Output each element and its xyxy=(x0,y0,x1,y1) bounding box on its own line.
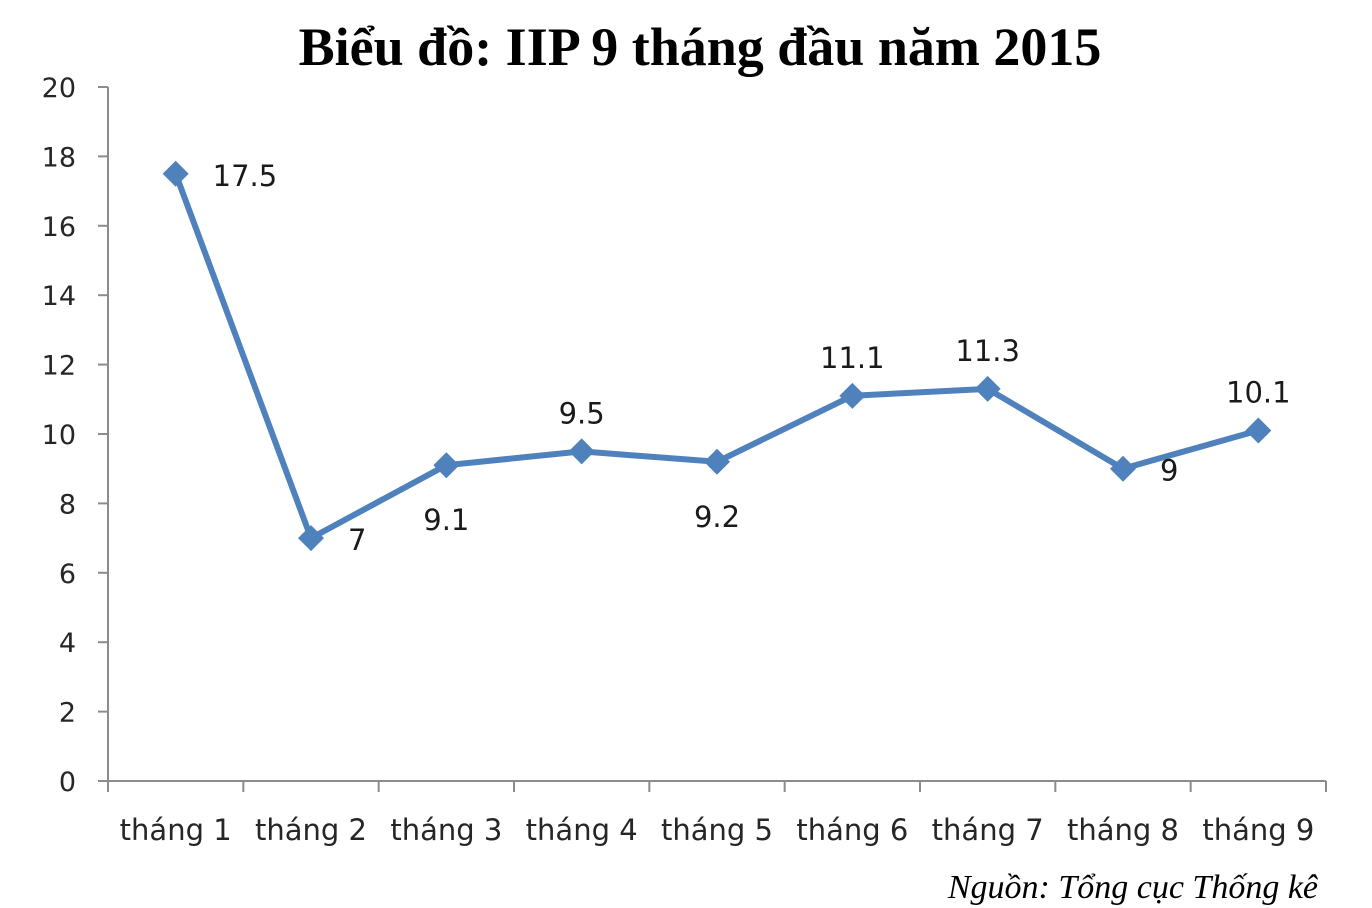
x-category-label: tháng 6 xyxy=(796,813,908,847)
y-axis-ticks: 0 2 4 6 8 10 12 14 16 18 20 xyxy=(42,73,108,798)
x-category-label: tháng 5 xyxy=(661,813,773,847)
x-category-label: tháng 4 xyxy=(526,813,638,847)
x-category-label: tháng 8 xyxy=(1067,813,1179,847)
data-point-marker xyxy=(298,525,324,552)
y-tick-label: 12 xyxy=(42,351,76,382)
y-tick-label: 18 xyxy=(42,142,76,173)
data-label: 9.5 xyxy=(559,396,605,430)
x-axis-categories: tháng 1 tháng 2 tháng 3 tháng 4 tháng 5 tháng… xyxy=(120,813,1315,847)
data-point-marker xyxy=(162,160,189,187)
series-line xyxy=(172,172,1260,542)
data-label: 17.5 xyxy=(213,159,278,193)
chart-title: Biểu đồ: IIP 9 tháng đầu năm 2015 xyxy=(299,17,1102,77)
data-label: 9.2 xyxy=(694,500,740,534)
x-category-label: tháng 3 xyxy=(390,813,502,847)
y-tick-label: 0 xyxy=(59,767,76,798)
data-label: 9.1 xyxy=(423,503,469,537)
data-point-marker xyxy=(1245,417,1272,444)
data-label: 7 xyxy=(348,523,366,557)
data-label: 10.1 xyxy=(1226,376,1291,410)
data-point-marker xyxy=(1110,455,1136,482)
data-point-marker xyxy=(433,452,460,479)
x-category-label: tháng 2 xyxy=(255,813,367,847)
y-tick-label: 8 xyxy=(59,489,76,520)
data-label: 9 xyxy=(1160,454,1178,488)
x-category-label: tháng 1 xyxy=(120,813,232,847)
source-note: Nguồn: Tổng cục Thống kê xyxy=(947,869,1319,906)
y-tick-label: 16 xyxy=(42,212,76,243)
x-axis-ticks xyxy=(107,781,1327,792)
data-point-marker xyxy=(974,375,1001,402)
y-tick-label: 6 xyxy=(59,559,76,590)
data-point-marker xyxy=(704,448,730,475)
y-tick-label: 14 xyxy=(42,281,76,312)
data-label: 11.1 xyxy=(820,341,885,375)
y-tick-label: 20 xyxy=(42,73,76,104)
data-label: 11.3 xyxy=(955,334,1020,368)
x-category-label: tháng 9 xyxy=(1202,813,1314,847)
y-tick-label: 10 xyxy=(42,420,76,451)
x-category-label: tháng 7 xyxy=(932,813,1044,847)
y-tick-label: 4 xyxy=(59,628,76,659)
y-tick-label: 2 xyxy=(59,698,76,729)
data-labels: 17.5 7 9.1 9.5 9.2 11.1 11.3 9 10.1 xyxy=(213,159,1291,557)
data-point-marker xyxy=(568,438,595,465)
series-markers xyxy=(162,160,1272,552)
data-point-marker xyxy=(839,382,866,409)
